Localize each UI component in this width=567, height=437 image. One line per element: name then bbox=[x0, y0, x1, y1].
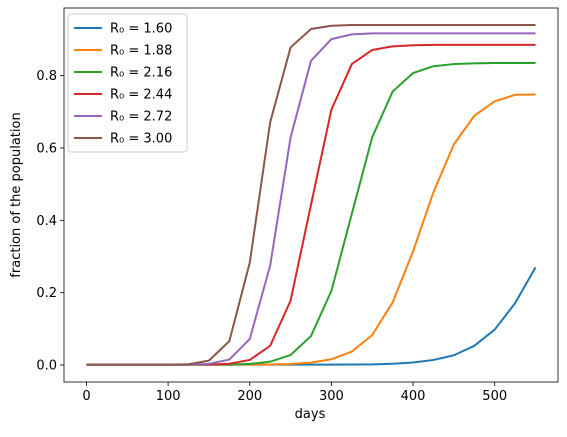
y-tick-label: 0.4 bbox=[36, 214, 57, 229]
y-tick-label: 0.6 bbox=[36, 141, 57, 156]
axes-frame bbox=[63, 7, 559, 383]
legend-box bbox=[67, 13, 188, 153]
x-tick-label: 0 bbox=[82, 389, 90, 404]
y-axis-label: fraction of the population bbox=[9, 112, 24, 277]
x-tick-label: 400 bbox=[401, 389, 426, 404]
x-tick-label: 300 bbox=[319, 389, 344, 404]
legend: R₀ = 1.60 R₀ = 1.88 R₀ = 2.16 R₀ = 2.44 R₀ =… bbox=[67, 13, 188, 153]
x-tick-label: 200 bbox=[237, 389, 262, 404]
legend-label: R₀ = 2.44 bbox=[110, 88, 172, 103]
x-tick-label: 500 bbox=[482, 389, 507, 404]
legend-label: R₀ = 2.16 bbox=[110, 66, 172, 81]
y-tick-label: 0.2 bbox=[36, 286, 57, 301]
y-tick-label: 0.8 bbox=[36, 69, 57, 84]
legend-label: R₀ = 3.00 bbox=[110, 132, 172, 147]
series-line bbox=[86, 266, 537, 366]
legend-label: R₀ = 2.72 bbox=[110, 110, 172, 125]
series-line bbox=[86, 24, 536, 366]
y-tick-label: 0.0 bbox=[36, 359, 57, 374]
x-tick-label: 100 bbox=[156, 389, 181, 404]
legend-label: R₀ = 1.60 bbox=[110, 22, 172, 37]
legend-label: R₀ = 1.88 bbox=[110, 44, 172, 59]
x-axis-label: days bbox=[295, 407, 326, 422]
